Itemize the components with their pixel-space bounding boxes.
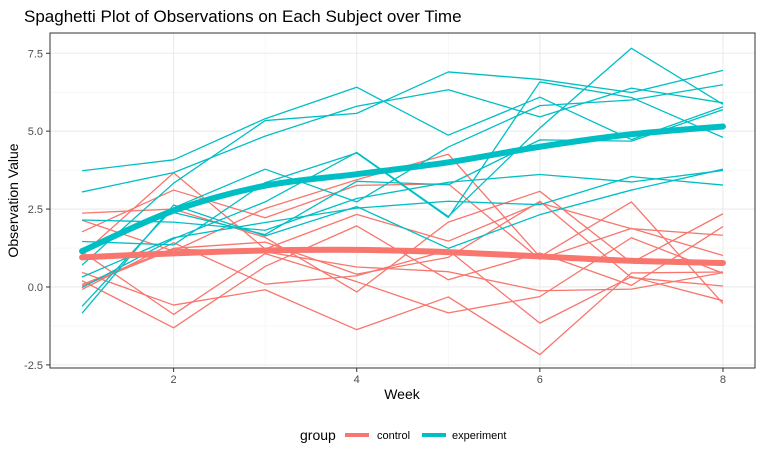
x-axis-ticks: 2 4 6 8: [171, 368, 726, 386]
y-tick-label: 5.0: [28, 126, 43, 138]
y-tick-label: 7.5: [28, 48, 43, 60]
x-tick-label: 8: [720, 374, 726, 386]
smooth-line-control: [79, 246, 726, 266]
y-axis-title: Observation Value: [5, 143, 21, 257]
series-line-exp_05: [81, 69, 724, 266]
legend-label-experiment: experiment: [452, 430, 506, 442]
x-tick-label: 6: [537, 374, 543, 386]
series-line-exp_01: [81, 87, 724, 193]
x-axis-title: Week: [384, 386, 421, 402]
series-line-exp_06: [81, 86, 724, 172]
y-tick-label: 2.5: [28, 204, 43, 216]
series-line-exp_04: [81, 84, 724, 307]
y-tick-label: -2.5: [24, 360, 43, 372]
x-tick-label: 4: [354, 374, 360, 386]
chart-title: Spaghetti Plot of Observations on Each S…: [24, 7, 462, 26]
series-line-con_08: [81, 242, 724, 324]
plot-panel: [50, 33, 755, 368]
series-line-exp_09: [81, 47, 724, 289]
x-tick-label: 2: [171, 374, 177, 386]
series-line-exp_02: [81, 168, 724, 314]
legend-title: group: [300, 427, 336, 443]
y-tick-label: 0.0: [28, 282, 43, 294]
legend-label-control: control: [377, 430, 410, 442]
series-line-con_06: [82, 190, 724, 293]
series-line-con_09: [81, 200, 724, 287]
y-axis-ticks: -2.5 0.0 2.5 5.0 7.5: [24, 48, 50, 372]
series-line-exp_10: [81, 109, 724, 253]
smooth-lines: [79, 123, 726, 266]
plot-border: [49, 32, 756, 369]
series-line-con_05: [81, 271, 723, 356]
legend: group control experiment: [300, 427, 506, 443]
smooth-line-experiment: [79, 123, 726, 255]
series-line-con_02: [81, 237, 724, 316]
